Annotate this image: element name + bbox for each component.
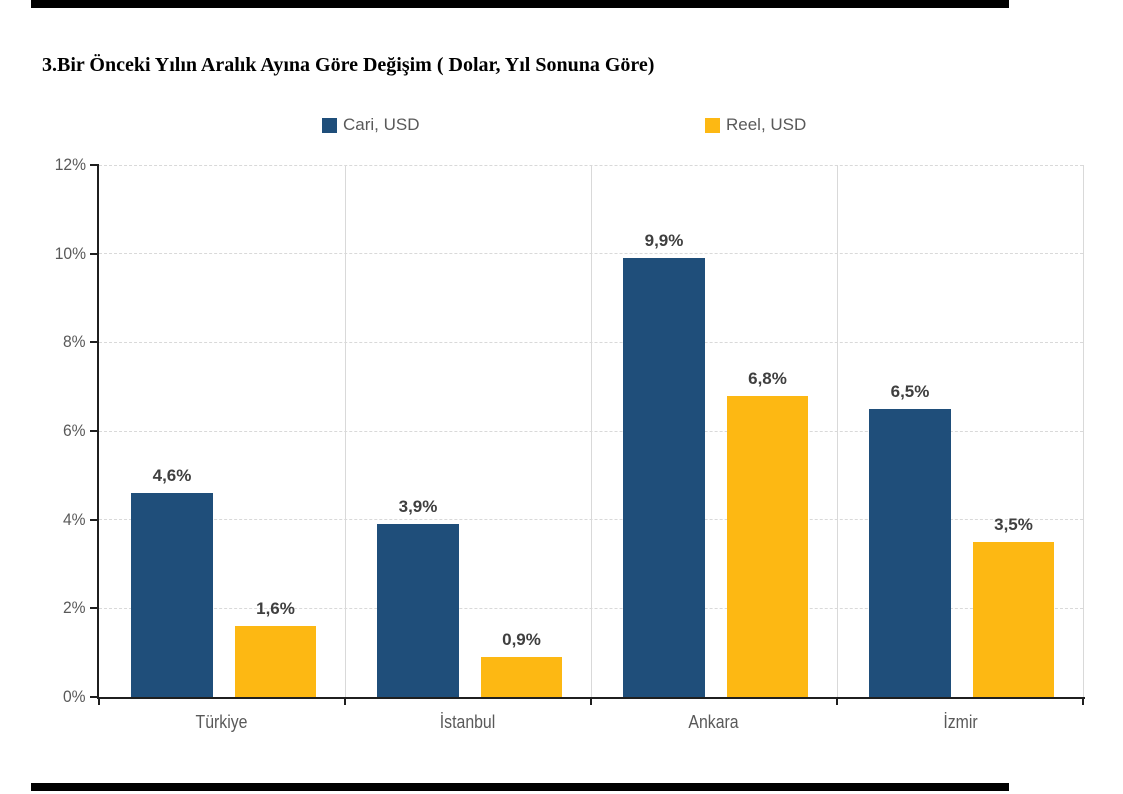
y-axis-label-6: 6% [63, 421, 86, 440]
bottom-border-line [31, 783, 1009, 791]
y-axis-label-0: 0% [63, 687, 86, 706]
x-axis-tick-2 [590, 699, 592, 705]
x-axis-line [97, 697, 1085, 699]
top-border-line [31, 0, 1009, 8]
x-axis-tick-0 [98, 699, 100, 705]
y-axis-tick-2 [90, 607, 99, 610]
bar-reel-usd-i-zmir [973, 541, 1054, 697]
x-axis-category-label-i-zmir: İzmir [942, 712, 978, 732]
x-axis-category-label-ankara: Ankara [688, 712, 740, 732]
bar-value-label-cari-usd-ankara: 9,9% [644, 231, 684, 251]
bar-value-label-reel-usd-i-zmir: 3,5% [994, 514, 1033, 534]
plot-right-border [1083, 165, 1084, 697]
legend-item-reel-usd: Reel, USD [705, 116, 806, 134]
legend-swatch-reel-icon [705, 117, 720, 133]
y-axis-label-8: 8% [63, 332, 86, 352]
y-axis-tick-8 [90, 341, 99, 344]
bar-value-label-reel-usd-ankara: 6,8% [748, 368, 787, 388]
y-axis-line [97, 165, 99, 699]
legend-label-reel-usd: Reel, USD [726, 115, 807, 134]
bar-cari-usd-t-rkiye [131, 493, 213, 697]
bar-cari-usd-i-zmir [869, 408, 951, 697]
y-axis-tick-6 [90, 430, 99, 432]
bar-value-label-reel-usd-i-stanbul: 0,9% [502, 630, 541, 650]
y-axis-tick-12 [90, 164, 99, 166]
y-axis-tick-10 [90, 252, 99, 255]
legend-swatch-cari-icon [322, 117, 337, 133]
bar-value-label-cari-usd-i-zmir: 6,5% [890, 381, 930, 401]
y-axis-tick-4 [90, 518, 99, 521]
gridline-vertical-1 [345, 165, 346, 697]
bar-value-label-reel-usd-t-rkiye: 1,6% [256, 599, 295, 619]
legend-item-cari-usd: Cari, USD [322, 116, 420, 134]
bar-cari-usd-ankara [623, 258, 705, 697]
y-axis-label-10: 10% [54, 243, 86, 263]
y-axis-label-2: 2% [63, 598, 86, 618]
legend-label-cari-usd: Cari, USD [343, 115, 420, 134]
y-axis-label-4: 4% [63, 509, 86, 529]
bar-reel-usd-ankara [727, 395, 808, 697]
chart-title: 3.Bir Önceki Yılın Aralık Ayına Göre Değ… [42, 54, 655, 76]
y-axis-label-12: 12% [54, 155, 86, 174]
bar-cari-usd-i-stanbul [377, 524, 459, 697]
gridline-vertical-2 [591, 165, 592, 697]
gridline-vertical-3 [837, 165, 838, 697]
y-axis-tick-0 [90, 696, 99, 698]
bar-value-label-cari-usd-t-rkiye: 4,6% [152, 466, 192, 486]
x-axis-tick-4 [1082, 699, 1084, 705]
x-axis-category-label-t-rkiye: Türkiye [196, 712, 248, 732]
bar-reel-usd-t-rkiye [235, 626, 316, 697]
bar-value-label-cari-usd-i-stanbul: 3,9% [398, 497, 438, 517]
x-axis-tick-3 [836, 699, 838, 705]
x-axis-category-label-i-stanbul: İstanbul [440, 712, 496, 732]
x-axis-tick-1 [344, 699, 346, 705]
bar-reel-usd-i-stanbul [481, 657, 562, 697]
